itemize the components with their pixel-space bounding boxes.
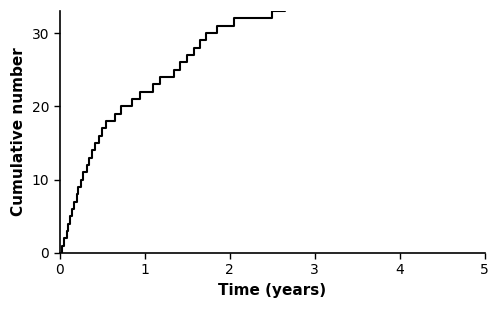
Y-axis label: Cumulative number: Cumulative number (11, 48, 26, 216)
X-axis label: Time (years): Time (years) (218, 283, 326, 298)
